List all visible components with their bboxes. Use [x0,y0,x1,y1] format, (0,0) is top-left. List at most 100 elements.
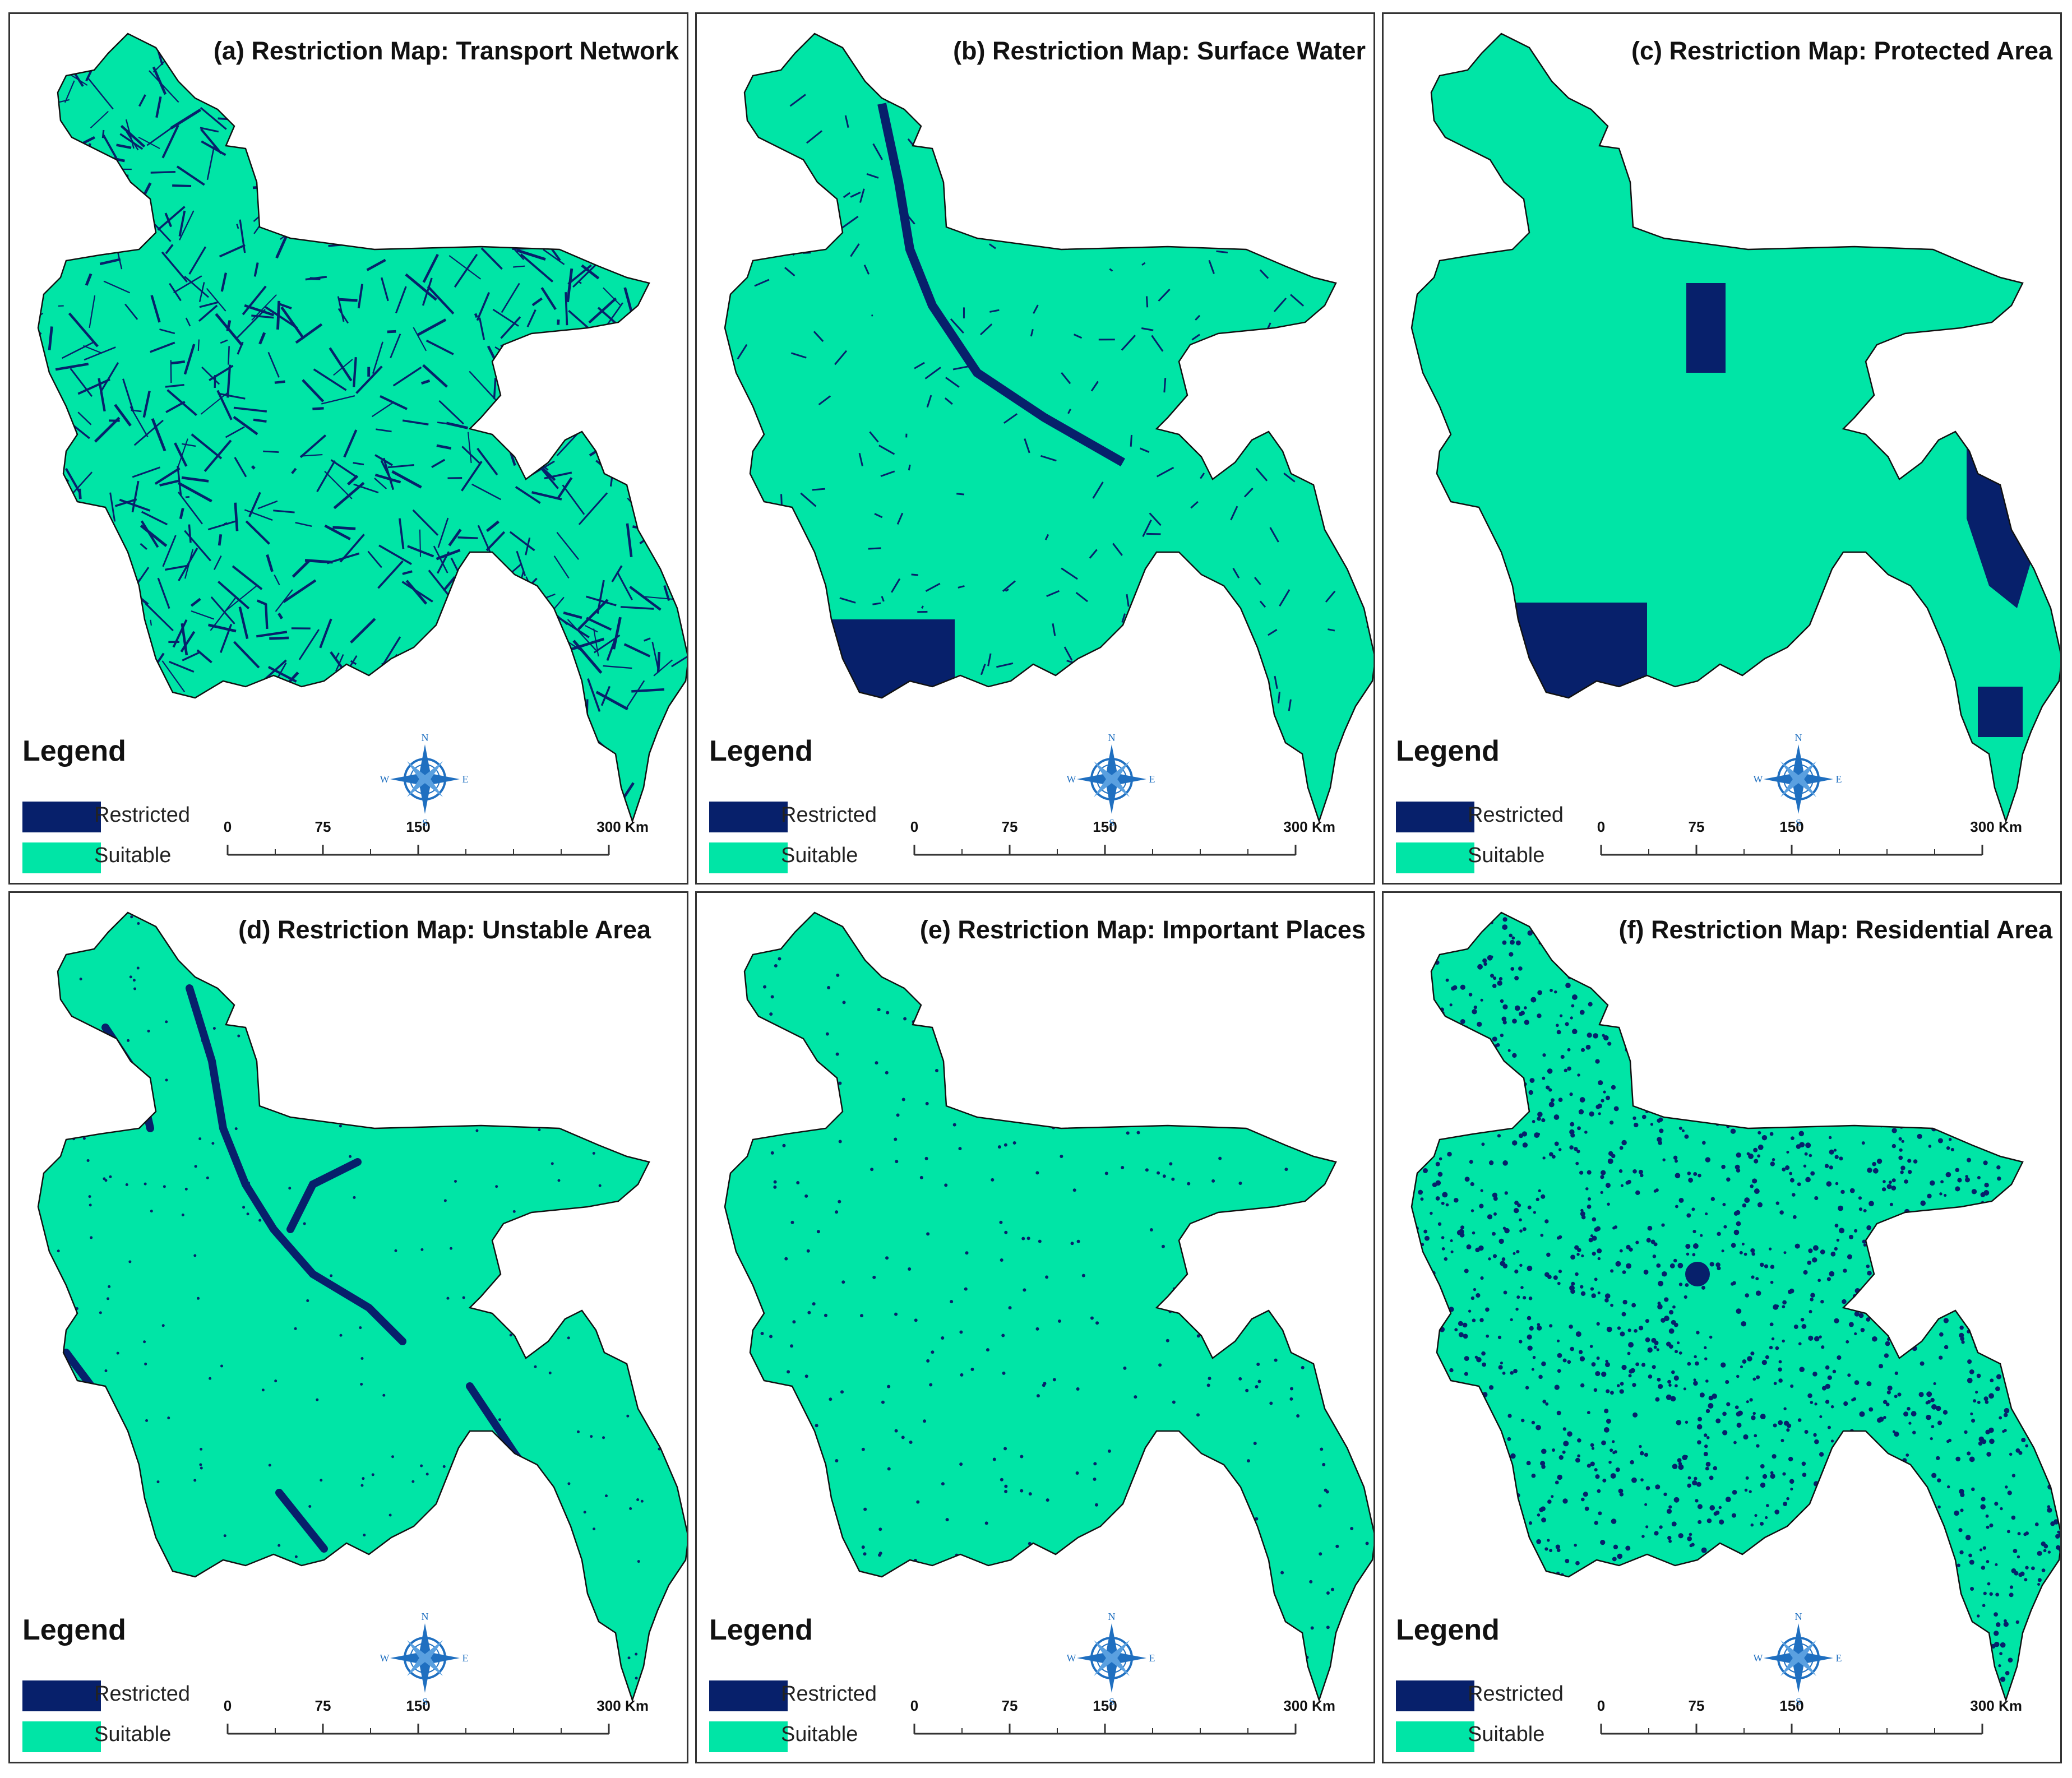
settlement [1720,1362,1726,1368]
road-segment [83,345,103,354]
settlement [1946,1614,1951,1619]
scale-tick-150: 150 [1779,1697,1804,1714]
settlement [1810,1293,1815,1298]
important-place [1021,1578,1025,1582]
settlement [1502,924,1508,930]
road-segment [112,608,141,635]
scale-tick-300: 300 [1283,818,1308,835]
settlement [1407,1330,1410,1334]
road-segment [280,724,307,730]
important-place [1296,1414,1300,1418]
settlement [1783,1502,1788,1507]
road-segment [425,339,454,355]
settlement [1998,1198,2002,1203]
settlement [1444,945,1447,948]
road-segment [345,211,370,233]
settlement [1515,940,1521,946]
settlement [1555,1544,1560,1549]
settlement [1419,1411,1423,1415]
water-segment [725,496,729,508]
settlement [1954,1510,1959,1516]
settlement [1849,1188,1855,1193]
important-place [873,1591,877,1595]
road-segment [376,428,392,433]
settlement [2015,1178,2020,1183]
settlement [1618,1488,1624,1494]
settlement [1838,1205,1843,1211]
unstable-point [86,1516,90,1519]
unstable-point [598,1184,602,1187]
unstable-point [684,1354,687,1357]
road-segment [507,135,525,155]
settlement [1866,1317,1871,1322]
important-place [1076,1239,1080,1243]
unstable-point [90,1236,93,1239]
water-segment [926,395,932,408]
settlement [1715,989,1719,993]
settlement [1497,1335,1502,1340]
water-segment [1362,501,1373,505]
settlement [1847,1524,1853,1530]
settlement [1908,1422,1912,1425]
settlement [1945,979,1949,983]
settlement [1577,1073,1580,1077]
settlement [1510,1453,1516,1459]
settlement [1740,1585,1745,1590]
unstable-point [144,1656,147,1659]
important-place [1104,1172,1108,1175]
road-segment [632,525,641,530]
settlement [1774,1596,1780,1603]
settlement [1604,1362,1610,1368]
important-place [1075,1471,1079,1475]
settlement [1969,1316,1974,1321]
settlement [1506,1582,1511,1586]
water-segment [858,774,871,790]
settlement [1549,1549,1553,1553]
important-place [790,1596,794,1600]
settlement [2041,1568,2046,1573]
settlement [1658,1038,1663,1043]
settlement [1762,1548,1765,1552]
unstable-point [462,1296,465,1299]
settlement [1923,1526,1929,1532]
water-segment [984,178,1002,195]
unstable-point [547,1081,550,1085]
settlement [1740,1365,1743,1368]
water-segment [1075,220,1088,228]
important-place [1004,1484,1008,1488]
settlement [1500,1657,1505,1662]
settlement [1500,1063,1505,1068]
settlement [1447,927,1452,932]
settlement [1641,1651,1647,1656]
settlement [2056,1641,2060,1645]
important-place [759,1539,763,1543]
settlement [1995,1386,2000,1391]
settlement [2000,1288,2005,1293]
compass-s: S [422,817,428,827]
important-place [1023,1288,1026,1292]
important-place [1052,1378,1056,1382]
settlement [1897,1342,1903,1348]
settlement [1662,1271,1667,1277]
road-segment [257,500,278,510]
water-segment [850,191,861,198]
road-segment [306,85,314,96]
important-place [1093,1477,1097,1481]
road-segment [320,776,354,809]
unstable-point [261,1388,265,1392]
road-segment [453,226,474,242]
settlement [1774,1532,1779,1538]
settlement [1678,1533,1683,1539]
important-place [1318,1504,1322,1508]
road-segment [596,341,606,376]
settlement [1884,1237,1887,1240]
settlement [2005,1485,2008,1489]
important-place [1101,1110,1105,1114]
important-place [933,990,937,994]
settlement [1538,1189,1541,1193]
important-place [958,1147,962,1151]
settlement [1634,1329,1638,1333]
settlement [2037,1582,2041,1586]
settlement [1693,1172,1698,1176]
unstable-point [534,1365,537,1368]
